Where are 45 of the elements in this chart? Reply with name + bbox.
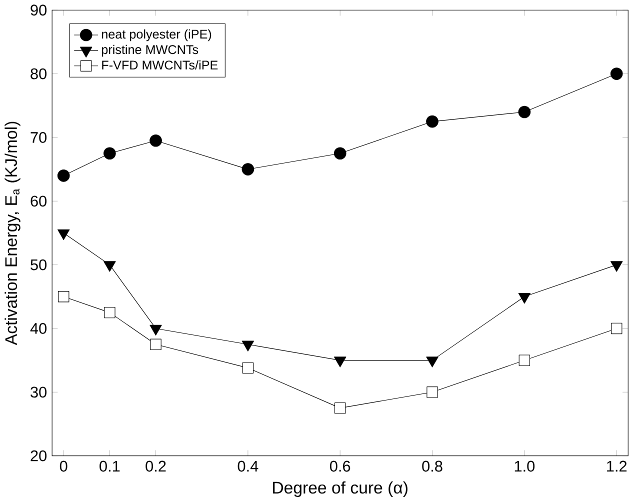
x-tick-label: 1.0 bbox=[514, 460, 535, 472]
point bbox=[57, 170, 70, 182]
y-tick-label: 70 bbox=[30, 132, 47, 144]
point bbox=[426, 356, 438, 368]
x-tick-label: 0.4 bbox=[238, 460, 258, 472]
y-tick-label: 20 bbox=[30, 450, 47, 462]
point bbox=[426, 116, 438, 128]
y-tick-label: 30 bbox=[30, 386, 47, 398]
point bbox=[104, 261, 116, 272]
point bbox=[334, 402, 346, 414]
y-tick-label: 60 bbox=[30, 196, 47, 207]
point bbox=[150, 134, 162, 147]
x-axis-title: Degree of cure (α) bbox=[273, 481, 408, 498]
x-tick-label: 0.8 bbox=[422, 460, 442, 472]
point bbox=[242, 340, 254, 352]
point bbox=[426, 386, 438, 398]
point bbox=[334, 356, 346, 368]
point bbox=[611, 323, 622, 334]
x-tick-label: 0.6 bbox=[330, 460, 350, 472]
legend-label: pristine MWCNTs bbox=[102, 44, 198, 57]
x-tick-label: 0 bbox=[60, 460, 68, 472]
point bbox=[150, 325, 162, 336]
x-tick-label: 0.1 bbox=[100, 460, 120, 472]
point bbox=[58, 291, 70, 302]
point bbox=[518, 354, 530, 366]
point bbox=[334, 147, 346, 160]
y-tick-label: 40 bbox=[30, 323, 47, 334]
point bbox=[150, 338, 162, 350]
x-tick-label: 0.2 bbox=[146, 460, 166, 472]
legend-label: F-VFD MWCNTs/iPE bbox=[102, 60, 218, 70]
y-axis-title: Activation Energy, E$_{a}$ (KJ/mol) bbox=[4, 122, 20, 346]
y-tick-label: 50 bbox=[30, 260, 47, 270]
point bbox=[242, 362, 254, 374]
y-tick-label: 90 bbox=[30, 4, 47, 16]
point bbox=[610, 261, 623, 272]
y-tick-label: 80 bbox=[30, 68, 47, 80]
x-tick-label: 1.2 bbox=[607, 460, 627, 472]
legend-label: neat polyester (iPE) bbox=[102, 30, 212, 42]
point bbox=[518, 106, 531, 118]
point bbox=[242, 163, 254, 176]
point bbox=[518, 293, 531, 304]
point bbox=[610, 68, 623, 80]
point bbox=[104, 147, 116, 160]
point bbox=[104, 307, 116, 318]
point bbox=[57, 229, 70, 240]
